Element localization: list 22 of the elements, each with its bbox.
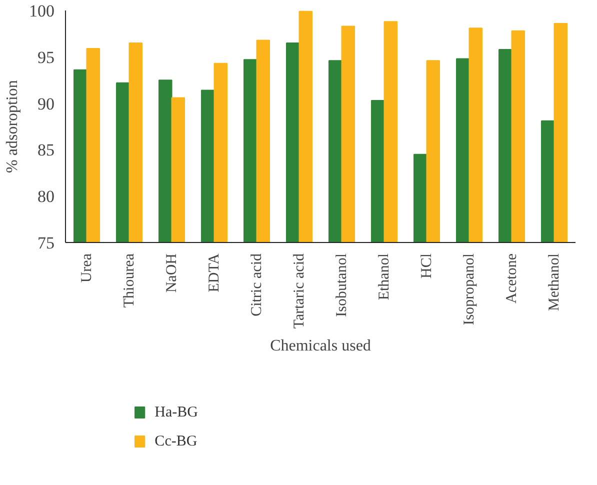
x-tick-label: Urea <box>78 253 95 283</box>
x-tick-label: NaOH <box>164 253 180 293</box>
y-axis-title: % adsoroption <box>4 80 21 173</box>
x-tick-label: HCl <box>418 253 435 279</box>
y-tick-label: 75 <box>38 234 54 252</box>
x-tick-label: Methanol <box>546 253 562 311</box>
legend-label: Ha-BG <box>154 404 198 420</box>
x-tick-label: Thiourea <box>121 253 138 308</box>
y-tick-label: 85 <box>38 140 54 160</box>
x-tick-label: EDTA <box>206 253 222 292</box>
y-tick-label: 95 <box>38 48 54 67</box>
legend-label: Cc-BG <box>154 434 198 450</box>
x-tick-label: Ethanol <box>376 254 392 300</box>
x-tick-label: Acetone <box>504 253 520 304</box>
x-tick-label: Tartaric acid <box>291 253 308 329</box>
x-tick-label: Citric acid <box>248 253 265 316</box>
y-tick-label: 90 <box>38 94 54 114</box>
x-axis-title: Chemicals used <box>270 338 371 355</box>
x-tick-label: Isobutanol <box>334 253 350 317</box>
x-tick-label: Isopropanol <box>461 253 478 326</box>
y-tick-label: 100 <box>29 2 54 20</box>
y-tick-label: 80 <box>38 187 54 206</box>
